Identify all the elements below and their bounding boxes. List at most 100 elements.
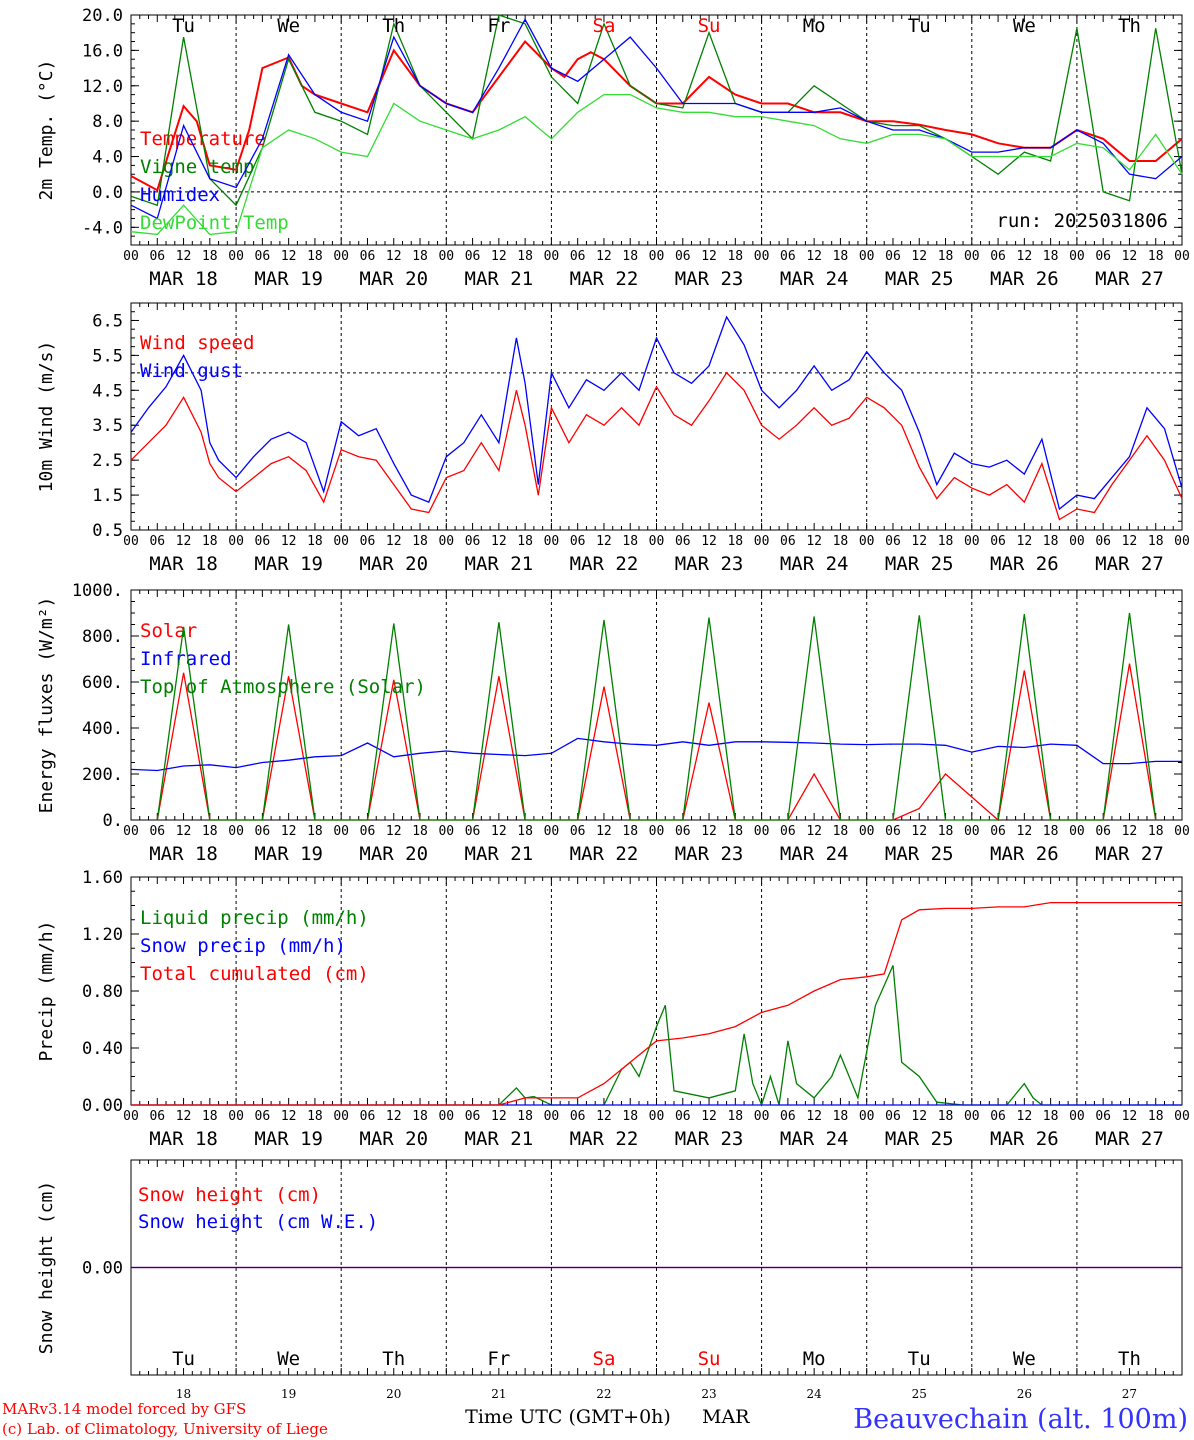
hour-tick-label: 00 (649, 249, 665, 264)
day-name-label: Tu (908, 15, 931, 37)
hour-tick-label: 18 (1043, 249, 1059, 264)
legend-entry: Infrared (140, 648, 232, 670)
hour-tick-label: 00 (754, 824, 770, 839)
y-tick-label: 600. (82, 673, 123, 693)
date-label: MAR 22 (570, 843, 639, 865)
date-label: MAR 22 (570, 553, 639, 575)
hour-tick-label: 06 (675, 534, 691, 549)
y-tick-label: 12.0 (82, 77, 123, 97)
hour-tick-label: 18 (938, 249, 954, 264)
bottom-day-number: 26 (1017, 1387, 1032, 1401)
hour-tick-label: 12 (911, 249, 927, 264)
hour-tick-label: 12 (911, 534, 927, 549)
date-label: MAR 20 (359, 553, 428, 575)
day-name-label: Tu (172, 15, 195, 37)
date-label: MAR 18 (149, 1128, 218, 1150)
hour-tick-label: 06 (675, 824, 691, 839)
date-label: MAR 24 (780, 553, 849, 575)
hour-tick-label: 18 (622, 534, 638, 549)
hour-tick-label: 00 (859, 824, 875, 839)
hour-tick-label: 18 (202, 1109, 218, 1124)
date-label: MAR 25 (885, 553, 954, 575)
hour-tick-label: 06 (149, 249, 165, 264)
hour-tick-label: 00 (1069, 249, 1085, 264)
hour-tick-label: 00 (1174, 249, 1190, 264)
date-label: MAR 19 (254, 1128, 323, 1150)
y-tick-label: 20.0 (82, 6, 123, 26)
hour-tick-label: 00 (1174, 534, 1190, 549)
bottom-day-number: 27 (1122, 1387, 1137, 1401)
series-line-wind-speed (130, 371, 1183, 521)
hour-tick-label: 18 (412, 1109, 428, 1124)
hour-tick-label: 12 (1017, 534, 1033, 549)
hour-tick-label: 00 (123, 534, 139, 549)
bottom-day-number: 25 (912, 1387, 927, 1401)
date-label: MAR 20 (359, 268, 428, 290)
hour-tick-label: 00 (964, 824, 980, 839)
hour-tick-label: 18 (727, 249, 743, 264)
station-label: Beauvechain (alt. 100m) (853, 1404, 1188, 1435)
y-tick-label: 0.40 (82, 1039, 123, 1059)
x-axis-label: Time UTC (GMT+0h) (465, 1406, 671, 1428)
date-label: MAR 27 (1095, 553, 1164, 575)
hour-tick-label: 06 (255, 824, 271, 839)
y-tick-label: 1.60 (82, 868, 123, 888)
hour-tick-label: 18 (833, 249, 849, 264)
hour-tick-label: 00 (1069, 824, 1085, 839)
day-name-label: Mo (803, 15, 826, 37)
date-label: MAR 26 (990, 843, 1059, 865)
day-name-label: Th (1118, 1348, 1141, 1370)
date-label: MAR 27 (1095, 843, 1164, 865)
hour-tick-label: 12 (176, 249, 192, 264)
date-label: MAR 22 (570, 1128, 639, 1150)
series-line-total-cumulated-cm- (131, 901, 1182, 1106)
hour-tick-label: 12 (281, 249, 297, 264)
hour-tick-label: 18 (1148, 1109, 1164, 1124)
hour-tick-label: 00 (333, 1109, 349, 1124)
hour-tick-label: 06 (675, 1109, 691, 1124)
hour-tick-label: 18 (307, 249, 323, 264)
hour-tick-label: 06 (465, 1109, 481, 1124)
hour-tick-label: 00 (438, 534, 454, 549)
hour-tick-label: 00 (438, 824, 454, 839)
hour-tick-label: 18 (307, 534, 323, 549)
date-label: MAR 18 (149, 268, 218, 290)
legend-entry: Snow height (cm) (138, 1184, 321, 1206)
hour-tick-label: 06 (360, 534, 376, 549)
y-tick-label: 0.80 (82, 982, 123, 1002)
hour-tick-label: 00 (859, 534, 875, 549)
hour-tick-label: 06 (570, 824, 586, 839)
day-name-label: We (277, 1348, 300, 1370)
date-label: MAR 23 (675, 843, 744, 865)
series-line-temperature (130, 39, 1183, 192)
hour-tick-label: 12 (596, 824, 612, 839)
day-name-label: Fr (487, 15, 510, 37)
hour-tick-label: 00 (649, 824, 665, 839)
hour-tick-label: 18 (202, 534, 218, 549)
hour-tick-label: 00 (754, 534, 770, 549)
hour-tick-label: 12 (1122, 534, 1138, 549)
legend-entry: Liquid precip (mm/h) (140, 907, 369, 929)
hour-tick-label: 12 (491, 1109, 507, 1124)
bottom-day-number: 18 (176, 1387, 191, 1401)
y-tick-label: 800. (82, 627, 123, 647)
hour-tick-label: 12 (911, 824, 927, 839)
footer-model: MARv3.14 model forced by GFS (2, 1400, 246, 1418)
hour-tick-label: 06 (149, 824, 165, 839)
hour-tick-label: 00 (544, 534, 560, 549)
hour-tick-label: 18 (1148, 824, 1164, 839)
bottom-day-number: 20 (386, 1387, 401, 1401)
hour-tick-label: 18 (833, 824, 849, 839)
hour-tick-label: 00 (333, 249, 349, 264)
hour-tick-label: 00 (438, 249, 454, 264)
hour-tick-label: 18 (1148, 534, 1164, 549)
y-axis-label: Snow height (cm) (36, 1181, 57, 1354)
footer-copyright: (c) Lab. of Climatology, University of L… (2, 1420, 328, 1438)
hour-tick-label: 18 (517, 1109, 533, 1124)
y-tick-label: 1.5 (92, 486, 123, 506)
day-name-label: Sa (593, 1348, 616, 1370)
hour-tick-label: 00 (544, 1109, 560, 1124)
day-name-label: Tu (172, 1348, 195, 1370)
hour-tick-label: 12 (806, 534, 822, 549)
hour-tick-label: 18 (517, 249, 533, 264)
